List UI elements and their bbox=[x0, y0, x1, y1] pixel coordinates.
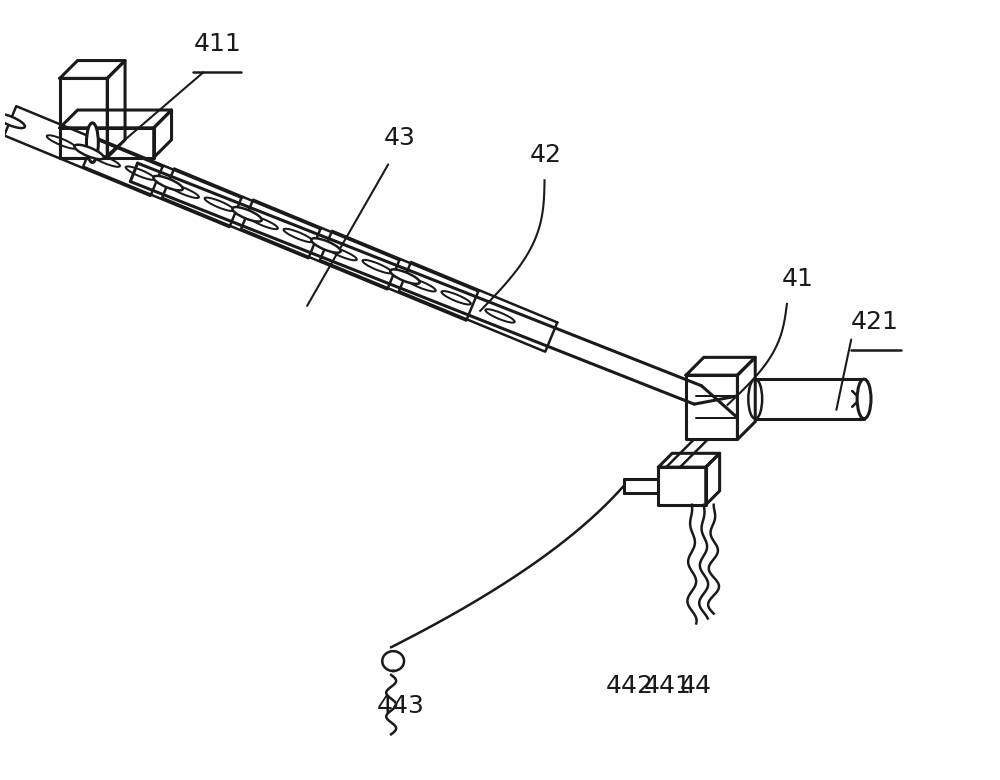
Ellipse shape bbox=[0, 114, 25, 128]
Text: 442: 442 bbox=[606, 674, 654, 698]
Text: 421: 421 bbox=[851, 310, 899, 334]
Text: 42: 42 bbox=[530, 144, 562, 168]
Ellipse shape bbox=[86, 123, 98, 162]
Text: 41: 41 bbox=[782, 267, 814, 291]
Text: 411: 411 bbox=[193, 32, 241, 55]
Ellipse shape bbox=[390, 269, 420, 284]
Text: 44: 44 bbox=[680, 674, 712, 698]
Ellipse shape bbox=[232, 207, 262, 222]
Ellipse shape bbox=[74, 145, 104, 159]
Ellipse shape bbox=[153, 176, 183, 190]
Text: 43: 43 bbox=[383, 126, 415, 150]
Ellipse shape bbox=[311, 238, 341, 253]
Text: 441: 441 bbox=[643, 674, 691, 698]
Text: 443: 443 bbox=[376, 693, 424, 718]
Ellipse shape bbox=[857, 379, 871, 419]
